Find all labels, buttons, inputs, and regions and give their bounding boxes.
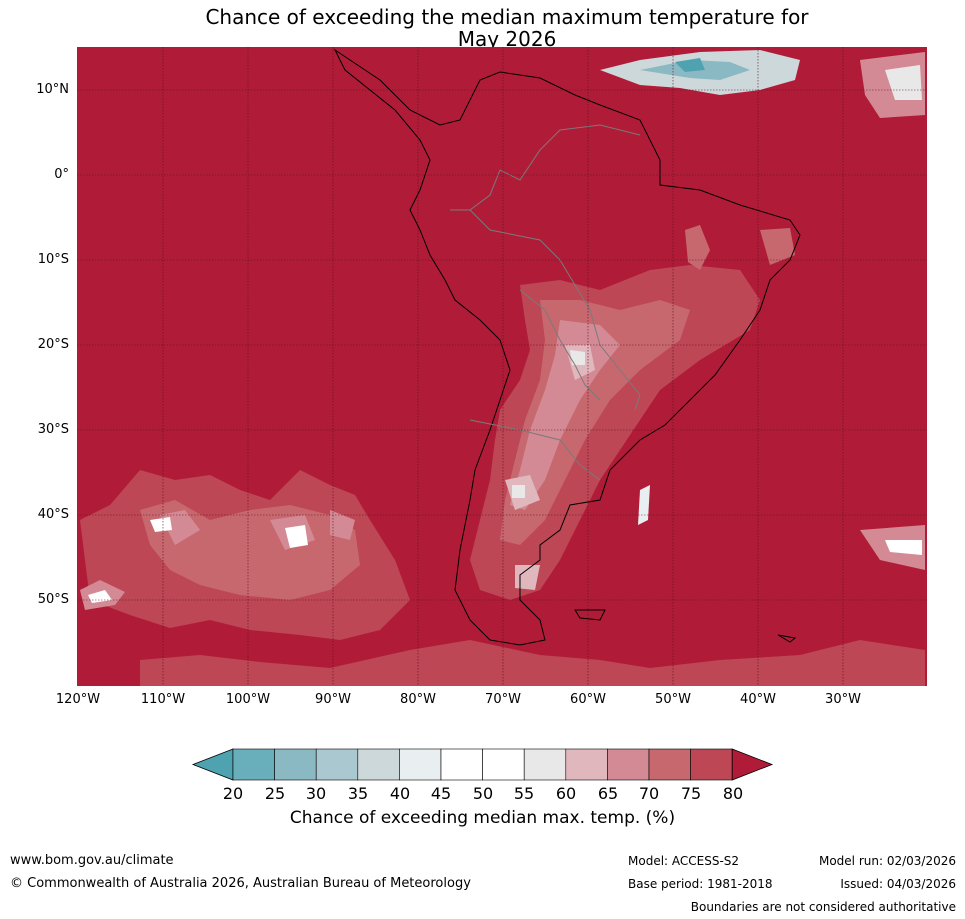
colorbar-tick-60: 60 [555, 784, 577, 803]
colorbar-segment [357, 748, 400, 781]
colorbar-segment [315, 748, 359, 781]
lon-label-50w: 50°W [655, 692, 691, 707]
lat-label-40s: 40°S [37, 507, 69, 522]
colorbar-segment [274, 748, 317, 781]
colorbar-tick-55: 55 [513, 784, 535, 803]
colorbar-segment [232, 748, 275, 781]
lat-label-10n: 10°N [36, 82, 69, 97]
colorbar-tick-30: 30 [305, 784, 327, 803]
lat-label-30s: 30°S [37, 422, 69, 437]
colorbar-segment [523, 748, 567, 781]
lon-label-30w: 30°W [825, 692, 861, 707]
lon-label-120w: 120°W [55, 692, 101, 707]
colorbar-tick-45: 45 [430, 784, 452, 803]
contour-70 [500, 300, 690, 545]
contour-50 [88, 590, 112, 603]
lon-label-80w: 80°W [400, 692, 436, 707]
colorbar [191, 748, 774, 781]
colorbar-segment [648, 748, 691, 781]
footer-copyright: © Commonwealth of Australia 2026, Austra… [10, 876, 471, 891]
contour-50 [150, 517, 308, 548]
lat-label-10s: 10°S [37, 252, 69, 267]
colorbar-segment [482, 748, 525, 781]
colorbar-segment [399, 748, 442, 781]
colorbar-segment [565, 748, 608, 781]
contour-75 [140, 640, 925, 686]
colorbar-tick-25: 25 [264, 784, 286, 803]
lon-label-40w: 40°W [740, 692, 776, 707]
colorbar-tick-40: 40 [389, 784, 411, 803]
lat-label-50s: 50°S [37, 592, 69, 607]
coastlines [333, 48, 801, 646]
footer-issued: Issued: 04/03/2026 [840, 877, 956, 891]
graticule [77, 47, 927, 686]
footer-model-run: Model run: 02/03/2026 [818, 854, 956, 868]
footer-website: www.bom.gov.au/climate [10, 853, 174, 868]
footer-model: Model: ACCESS-S2 [628, 854, 740, 868]
contour-20 [675, 58, 705, 72]
contour-50 [885, 540, 922, 555]
colorbar-tick-75: 75 [680, 784, 702, 803]
footer-disclaimer: Boundaries are not considered authoritat… [690, 900, 956, 914]
lon-label-110w: 110°W [140, 692, 186, 707]
lon-label-70w: 70°W [485, 692, 521, 707]
colorbar-arrow-high [731, 748, 774, 781]
colorbar-segment [440, 748, 483, 781]
colorbar-arrow-low [191, 748, 234, 781]
contour-55 [512, 350, 585, 498]
country-borders [450, 124, 641, 481]
colorbar-segment [607, 748, 650, 781]
colorbar-tick-70: 70 [638, 784, 660, 803]
colorbar-segment [690, 748, 733, 781]
contour-60 [505, 345, 595, 590]
footer-base-period: Base period: 1981-2018 [628, 877, 773, 891]
colorbar-tick-20: 20 [222, 784, 244, 803]
colorbar-label: Chance of exceeding median max. temp. (%… [289, 808, 676, 828]
contour-70 [685, 225, 795, 270]
colorbar-tick-80: 80 [722, 784, 744, 803]
lat-label-20s: 20°S [37, 337, 69, 352]
lon-label-100w: 100°W [225, 692, 271, 707]
colorbar-tick-65: 65 [597, 784, 619, 803]
colorbar-tick-50: 50 [472, 784, 494, 803]
lon-label-90w: 90°W [315, 692, 351, 707]
map-title-line-1: Chance of exceeding the median maximum t… [205, 5, 809, 29]
colorbar-tick-35: 35 [347, 784, 369, 803]
lat-label-0: 0° [54, 167, 69, 182]
contour-55 [885, 65, 922, 100]
lon-label-60w: 60°W [570, 692, 606, 707]
